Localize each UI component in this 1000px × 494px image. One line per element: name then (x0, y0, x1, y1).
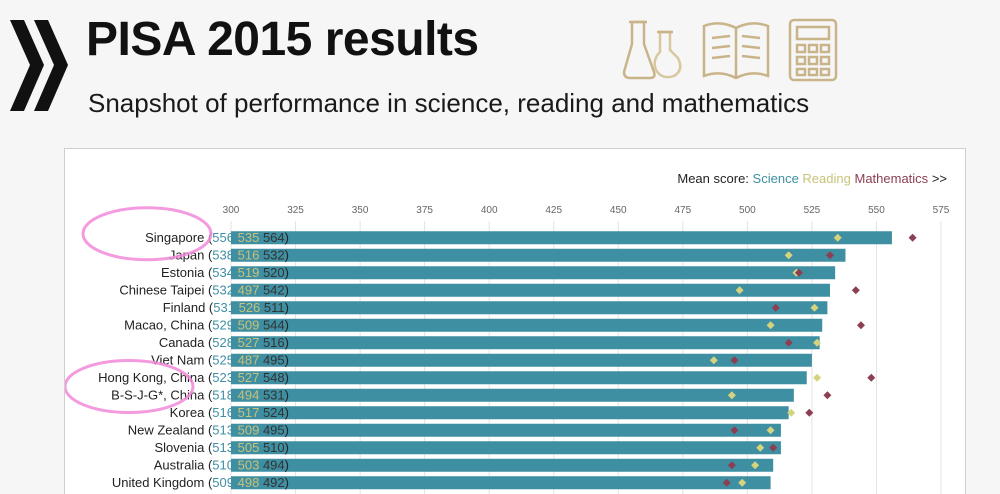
x-tick-label: 500 (739, 205, 756, 216)
legend-reading: Reading (802, 171, 851, 186)
science-bar (231, 441, 781, 455)
mathematics-marker (851, 286, 860, 295)
country-label: Estonia (534 519 520) (161, 265, 289, 280)
science-bar (231, 371, 807, 385)
country-label: United Kingdom (509 498 492) (112, 475, 289, 490)
x-tick-label: 525 (804, 205, 821, 216)
science-bar (231, 336, 820, 350)
mathematics-marker (730, 356, 739, 365)
x-tick-label: 300 (223, 205, 240, 216)
mathematics-marker (805, 408, 814, 417)
subject-icons (622, 18, 838, 82)
reading-marker (727, 391, 736, 400)
science-bar (231, 248, 846, 262)
country-label: Singapore (556 535 564) (145, 230, 289, 245)
mathematics-marker (771, 303, 780, 312)
mathematics-marker (727, 461, 736, 470)
country-label: Japan (538 516 532) (169, 247, 289, 262)
reading-marker (833, 233, 842, 242)
reading-marker (813, 338, 822, 347)
reading-marker (738, 478, 747, 487)
oecd-chevron-logo (10, 20, 68, 111)
chart-legend[interactable]: Mean score: Science Reading Mathematics … (677, 171, 947, 186)
science-bar (231, 301, 828, 315)
calculator-icon (788, 18, 838, 82)
reading-marker (756, 443, 765, 452)
science-bar (231, 388, 794, 402)
mathematics-marker (823, 391, 832, 400)
highlight-circle (65, 359, 195, 414)
x-tick-label: 425 (545, 205, 562, 216)
bar-chart: 300 325 350 375 400 425 450 475 500 525 550 575 Sing… (65, 205, 950, 494)
x-tick-label: 575 (933, 205, 950, 216)
mathematics-marker (730, 426, 739, 435)
country-label: Slovenia (513 505 510) (154, 440, 289, 455)
reading-marker (766, 321, 775, 330)
mathematics-marker (795, 268, 803, 277)
science-bar (231, 318, 823, 332)
science-bar (231, 476, 771, 490)
mathematics-marker (825, 251, 834, 260)
legend-mathematics: Mathematics (854, 171, 929, 186)
science-bar (231, 423, 781, 437)
reading-marker (813, 373, 822, 382)
science-bar (231, 231, 892, 245)
x-tick-label: 475 (674, 205, 691, 216)
reading-marker (751, 461, 760, 470)
science-bar (231, 266, 836, 280)
reading-marker (810, 303, 819, 312)
chart-panel: Mean score: Science Reading Mathematics … (64, 148, 966, 494)
book-icon (702, 22, 770, 80)
science-bar (231, 353, 812, 367)
country-label: Macao, China (529 509 544) (124, 317, 289, 332)
legend-science: Science (752, 171, 799, 186)
mathematics-marker (867, 373, 876, 382)
science-bar (231, 458, 774, 472)
page-subtitle: Snapshot of performance in science, read… (88, 88, 810, 118)
reading-marker (784, 251, 793, 260)
mathematics-marker (908, 233, 917, 242)
reading-marker (787, 408, 796, 417)
country-label: Korea (516 517 524) (170, 405, 289, 420)
country-label: Canada (528 527 516) (159, 335, 289, 350)
reading-marker (709, 356, 718, 365)
x-tick-label: 450 (610, 205, 627, 216)
mathematics-marker (784, 338, 793, 347)
highlight-circle (81, 206, 213, 262)
x-tick-label: 375 (416, 205, 433, 216)
country-label: New Zealand (513 509 495) (128, 422, 289, 437)
science-bar (231, 406, 789, 420)
reading-marker (735, 286, 744, 295)
country-label: Viet Nam (525 487 495) (151, 352, 289, 367)
country-label: Chinese Taipei (532 497 542) (119, 282, 289, 297)
x-tick-label: 325 (287, 205, 304, 216)
x-tick-label: 350 (352, 205, 369, 216)
country-label: Australia (510 503 494) (154, 457, 289, 472)
country-label: B-S-J-G*, China (518 494 531) (111, 387, 289, 402)
mathematics-marker (856, 321, 865, 330)
flask-icon (622, 20, 682, 80)
x-tick-label: 550 (868, 205, 885, 216)
mathematics-marker (769, 443, 778, 452)
reading-marker (766, 426, 775, 435)
legend-more-link[interactable]: >> (931, 171, 947, 186)
x-tick-label: 400 (481, 205, 498, 216)
page-title: PISA 2015 results (86, 13, 479, 66)
legend-prefix: Mean score: (677, 171, 749, 186)
country-label: Finland (531 526 511) (163, 300, 289, 315)
science-bar (231, 283, 830, 297)
mathematics-marker (722, 478, 731, 487)
